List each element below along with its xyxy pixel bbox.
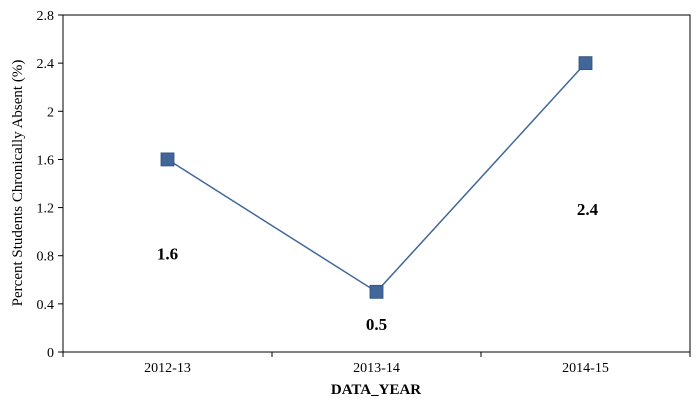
y-tick-label: 0 [47,346,54,361]
x-axis-title: DATA_YEAR [331,382,421,398]
y-tick-label: 2 [47,105,54,120]
series-line [167,62,587,293]
x-tick-label: 2013-14 [353,361,400,376]
y-axis-ticks: 0 0.4 0.8 1.2 1.6 2 2.4 2.8 [37,9,63,361]
y-axis-title: Percent Students Chronically Absent (%) [10,60,26,307]
data-point-marker [160,152,175,167]
y-tick-label: 1.2 [37,202,55,217]
y-tick-label: 0.4 [37,298,55,313]
x-tick-label: 2012-13 [144,361,191,376]
x-tick-label: 2014-15 [562,361,609,376]
data-label: 0.5 [366,315,387,334]
plot-area-frame [62,14,691,353]
y-tick-label: 1.6 [37,153,55,168]
data-label: 1.6 [157,244,178,263]
y-tick-label: 0.8 [37,250,55,265]
data-label: 2.4 [577,200,599,219]
x-axis-ticks: 2012-13 2013-14 2014-15 [62,352,691,376]
y-tick-label: 2.4 [37,57,55,72]
data-point-marker [369,284,384,299]
data-labels-layer: 1.6 0.5 2.4 [157,200,599,334]
data-point-marker [578,56,593,71]
series-layer [160,56,593,299]
y-tick-label: 2.8 [37,9,55,24]
